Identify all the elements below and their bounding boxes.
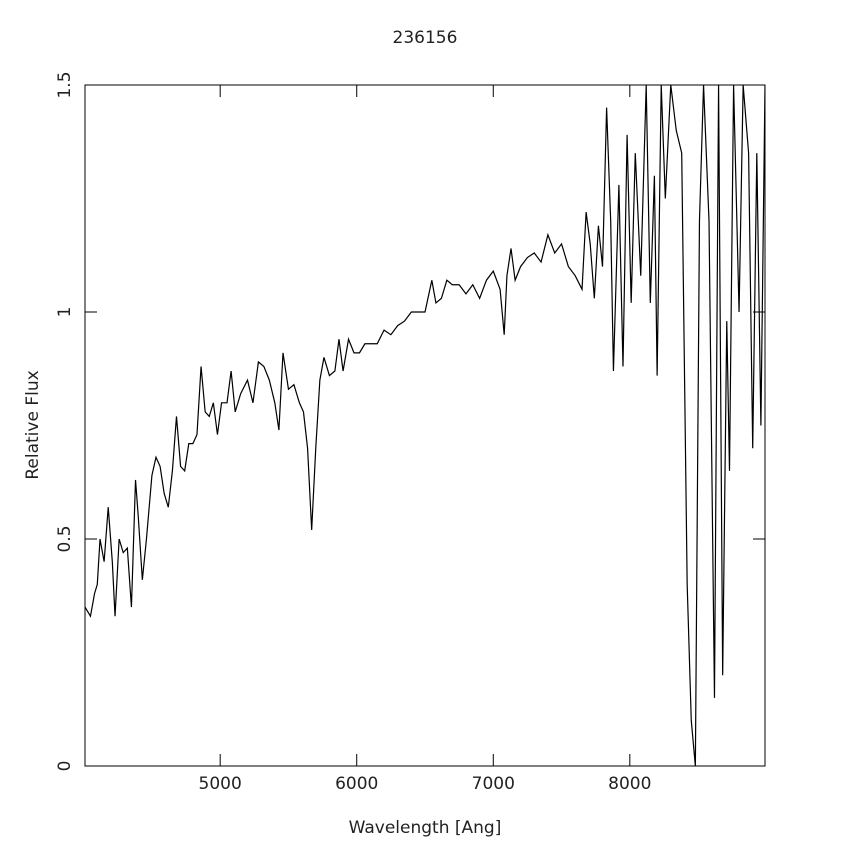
x-tick-label: 5000 xyxy=(199,774,242,794)
x-tick-label: 6000 xyxy=(335,774,378,794)
y-tick-label: 0 xyxy=(55,761,75,772)
x-tick-label: 8000 xyxy=(608,774,651,794)
plot-frame xyxy=(84,84,766,767)
y-tick-label: 1.5 xyxy=(55,71,75,98)
y-axis-label: Relative Flux xyxy=(23,370,43,479)
chart-title: 236156 xyxy=(393,28,458,48)
x-tick-label: 7000 xyxy=(472,774,515,794)
y-tick-label: 0.5 xyxy=(55,525,75,552)
x-axis-label: Wavelength [Ang] xyxy=(349,818,502,838)
y-tick-label: 1 xyxy=(55,307,75,318)
spectrum-line xyxy=(85,85,765,766)
